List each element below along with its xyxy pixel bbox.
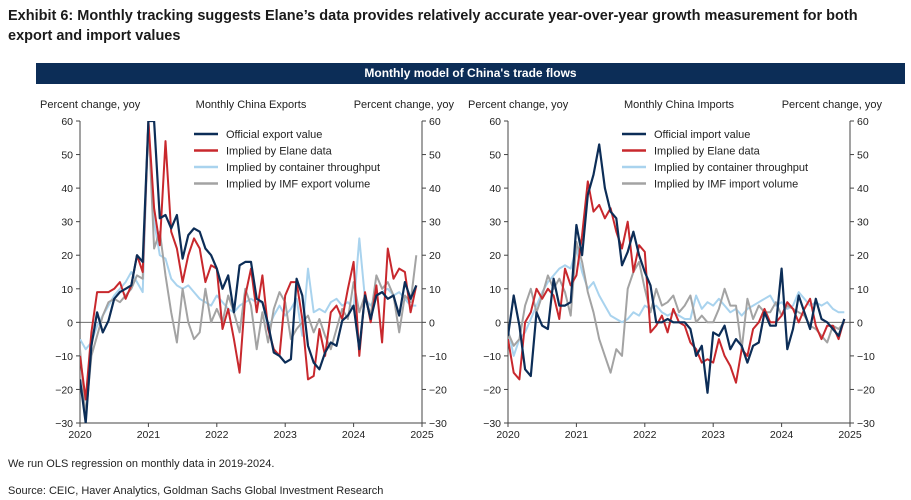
legend-label-elane: Implied by Elane data	[654, 146, 761, 158]
legend-label-elane: Implied by Elane data	[226, 146, 333, 158]
x-tick-label: 2021	[137, 429, 161, 441]
y-tick-label-right: 20	[857, 250, 869, 262]
y-tick-label-right: −10	[857, 351, 875, 363]
series-line-official	[80, 121, 418, 423]
y-tick-label-left: −30	[55, 418, 73, 430]
y-tick-label-left: 10	[489, 284, 501, 296]
panel-title: Monthly China Imports	[624, 99, 735, 111]
source-note: Source: CEIC, Haver Analytics, Goldman S…	[8, 485, 384, 497]
y-tick-label-right: 30	[429, 217, 441, 229]
y-tick-label-left: 20	[489, 250, 501, 262]
y-tick-label-right: −30	[857, 418, 875, 430]
y-tick-label-right: 40	[429, 183, 441, 195]
series-line-imf	[80, 121, 418, 418]
x-tick-label: 2022	[205, 429, 229, 441]
y-tick-label-left: −30	[483, 418, 501, 430]
x-tick-label: 2023	[274, 429, 298, 441]
x-tick-label: 2025	[410, 429, 434, 441]
y-tick-label-left: −10	[55, 351, 73, 363]
legend-label-official: Official export value	[226, 129, 322, 141]
y-tick-label-left: −10	[483, 351, 501, 363]
y-tick-label-left: 0	[67, 317, 73, 329]
y-tick-label-left: −20	[483, 384, 501, 396]
exhibit-title: Exhibit 6: Monthly tracking suggests Ela…	[8, 8, 858, 44]
series-line-imf	[508, 240, 846, 374]
chart-banner-title: Monthly model of China's trade flows	[36, 63, 905, 84]
x-tick-label: 2025	[838, 429, 862, 441]
x-tick-label: 2022	[633, 429, 657, 441]
y-tick-label-left: 40	[489, 183, 501, 195]
y-axis-label-right: Percent change, yoy	[354, 99, 455, 111]
series-line-elane	[508, 180, 846, 384]
panel-title: Monthly China Exports	[196, 99, 307, 111]
legend-label-imf: Implied by IMF import volume	[654, 179, 798, 191]
y-tick-label-right: 0	[857, 317, 863, 329]
x-tick-label: 2023	[702, 429, 726, 441]
y-tick-label-left: 30	[61, 217, 73, 229]
y-tick-label-left: 50	[61, 150, 73, 162]
y-tick-label-right: 10	[429, 284, 441, 296]
y-tick-label-left: −20	[55, 384, 73, 396]
y-tick-label-right: 60	[857, 116, 869, 128]
y-tick-label-left: 60	[489, 116, 501, 128]
y-axis-label-left: Percent change, yoy	[40, 99, 141, 111]
x-tick-label: 2021	[565, 429, 589, 441]
exports-chart: Percent change, yoy Monthly China Exports…	[40, 99, 455, 441]
y-tick-label-left: 50	[489, 150, 501, 162]
methodology-note: We run OLS regression on monthly data in…	[8, 458, 275, 470]
y-tick-label-right: −30	[429, 418, 447, 430]
imports-chart: Percent change, yoy Monthly China Imports…	[468, 99, 883, 441]
y-axis-label-right: Percent change, yoy	[782, 99, 883, 111]
x-tick-label: 2020	[496, 429, 520, 441]
y-tick-label-right: 50	[429, 150, 441, 162]
y-tick-label-left: 0	[495, 317, 501, 329]
y-tick-label-right: 10	[857, 284, 869, 296]
y-tick-label-left: 20	[61, 250, 73, 262]
x-tick-label: 2024	[770, 429, 794, 441]
y-tick-label-left: 30	[489, 217, 501, 229]
y-tick-label-left: 40	[61, 183, 73, 195]
y-tick-label-right: 20	[429, 250, 441, 262]
legend-label-container: Implied by container throughput	[654, 162, 808, 174]
y-tick-label-right: 50	[857, 150, 869, 162]
y-tick-label-right: 40	[857, 183, 869, 195]
series-line-container	[80, 121, 417, 351]
y-tick-label-right: 60	[429, 116, 441, 128]
series-line-official	[508, 143, 846, 394]
y-tick-label-left: 10	[61, 284, 73, 296]
y-tick-label-right: 0	[429, 317, 435, 329]
legend-label-imf: Implied by IMF export volume	[226, 179, 370, 191]
y-tick-label-right: −10	[429, 351, 447, 363]
x-tick-label: 2024	[342, 429, 366, 441]
legend-label-container: Implied by container throughput	[226, 162, 380, 174]
y-axis-label-left: Percent change, yoy	[468, 99, 569, 111]
legend-label-official: Official import value	[654, 129, 750, 141]
y-tick-label-right: −20	[429, 384, 447, 396]
y-tick-label-right: 30	[857, 217, 869, 229]
x-tick-label: 2020	[68, 429, 92, 441]
y-tick-label-left: 60	[61, 116, 73, 128]
y-tick-label-right: −20	[857, 384, 875, 396]
